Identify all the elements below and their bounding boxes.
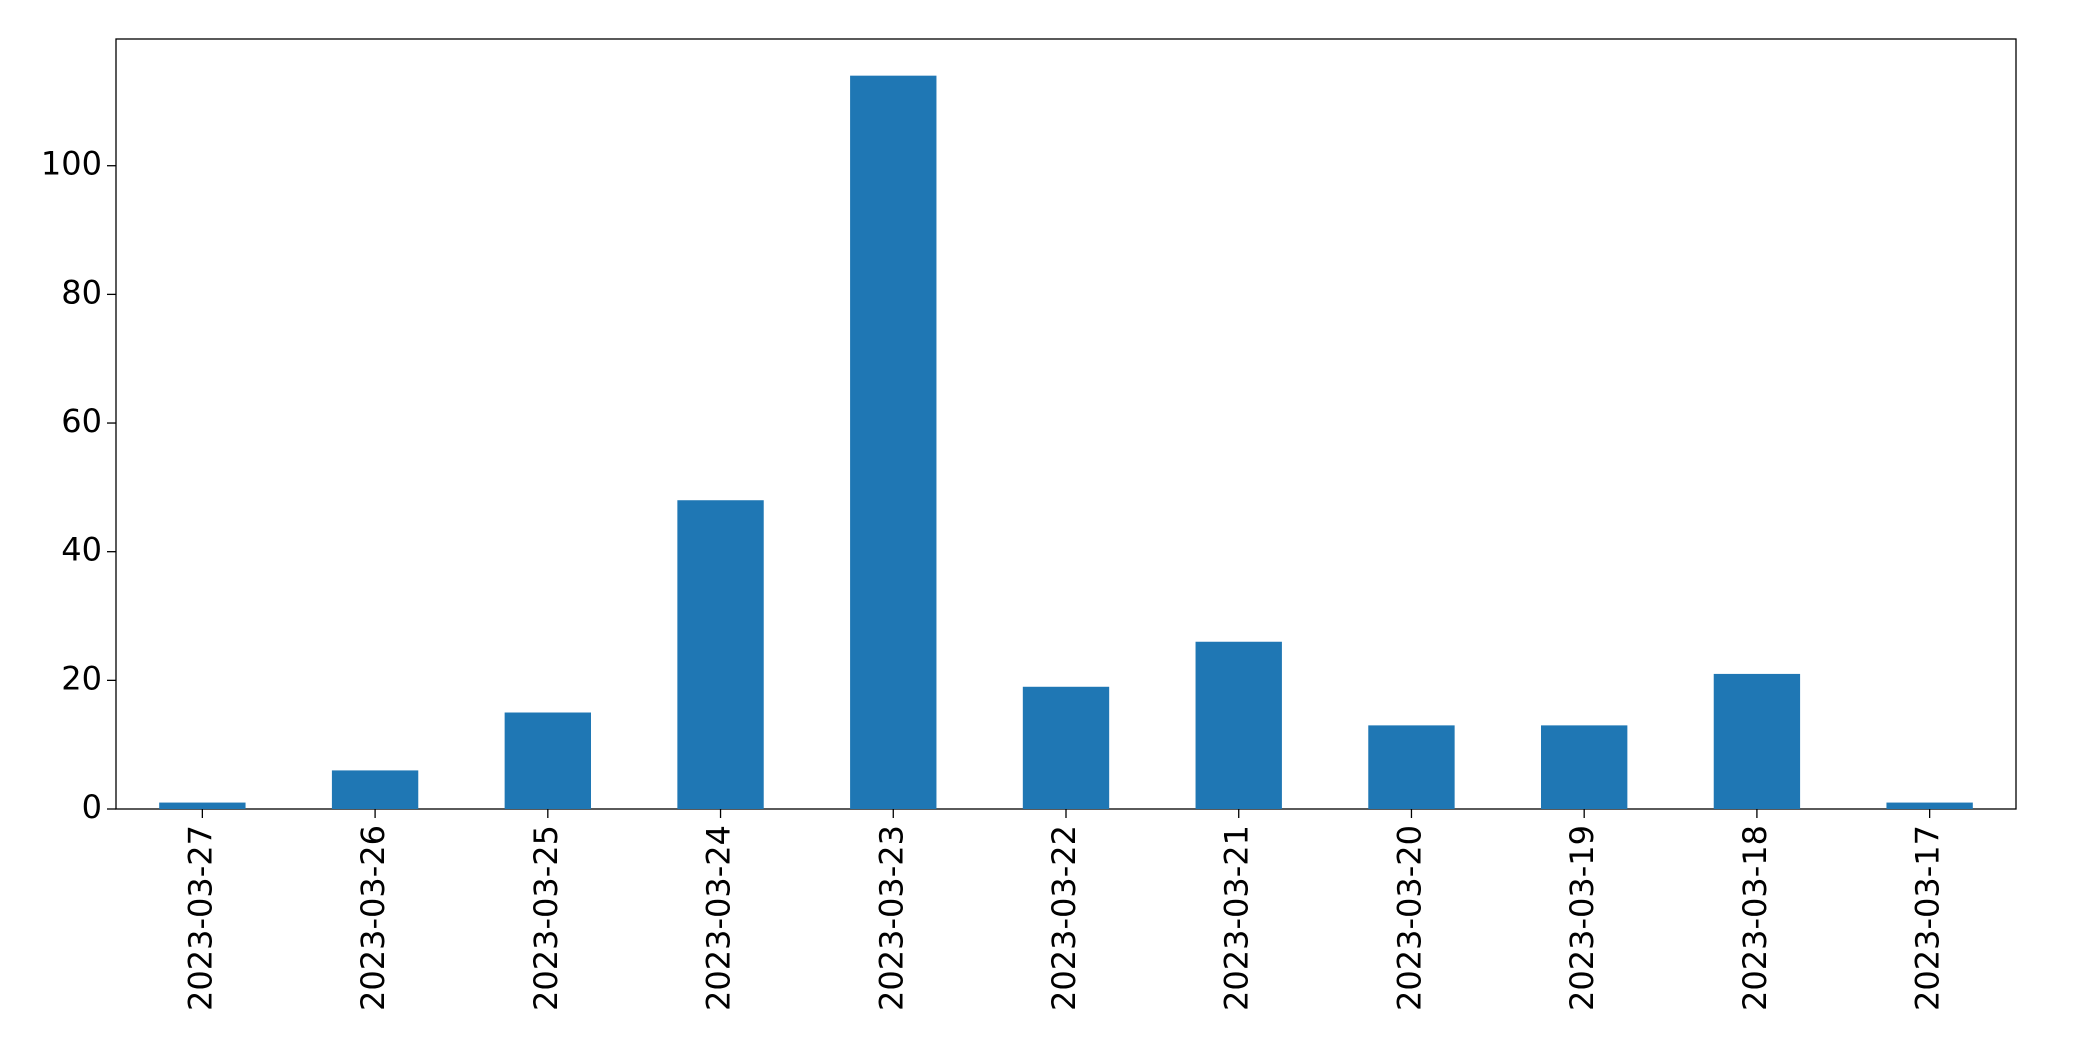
x-tick-label: 2023-03-20 (1390, 825, 1428, 1011)
x-tick-label: 2023-03-18 (1736, 825, 1774, 1011)
bar (677, 500, 764, 809)
bar (1195, 641, 1282, 809)
x-tick-label: 2023-03-25 (527, 825, 565, 1011)
bar (331, 770, 419, 809)
bar (1541, 725, 1628, 809)
x-tick-label: 2023-03-23 (872, 825, 910, 1011)
y-tick-label: 20 (61, 659, 102, 697)
y-tick-label: 40 (61, 531, 102, 569)
x-tick-label: 2023-03-22 (1045, 825, 1083, 1011)
bar (1713, 673, 1801, 809)
y-tick-label: 80 (61, 273, 102, 311)
bar (1368, 725, 1455, 809)
x-tick-label: 2023-03-21 (1218, 825, 1256, 1011)
y-tick-label: 60 (61, 402, 102, 440)
x-tick-label: 2023-03-17 (1909, 825, 1947, 1011)
bar (1886, 802, 1973, 809)
y-tick-label: 100 (41, 145, 102, 183)
x-tick-label: 2023-03-27 (181, 825, 219, 1011)
x-tick-label: 2023-03-26 (354, 825, 392, 1011)
bar (850, 75, 937, 809)
x-tick-label: 2023-03-19 (1563, 825, 1601, 1011)
y-tick-label: 0 (82, 788, 102, 826)
bar (159, 802, 246, 809)
x-tick-label: 2023-03-24 (700, 825, 738, 1011)
bar (504, 712, 591, 809)
bar (1022, 686, 1110, 809)
